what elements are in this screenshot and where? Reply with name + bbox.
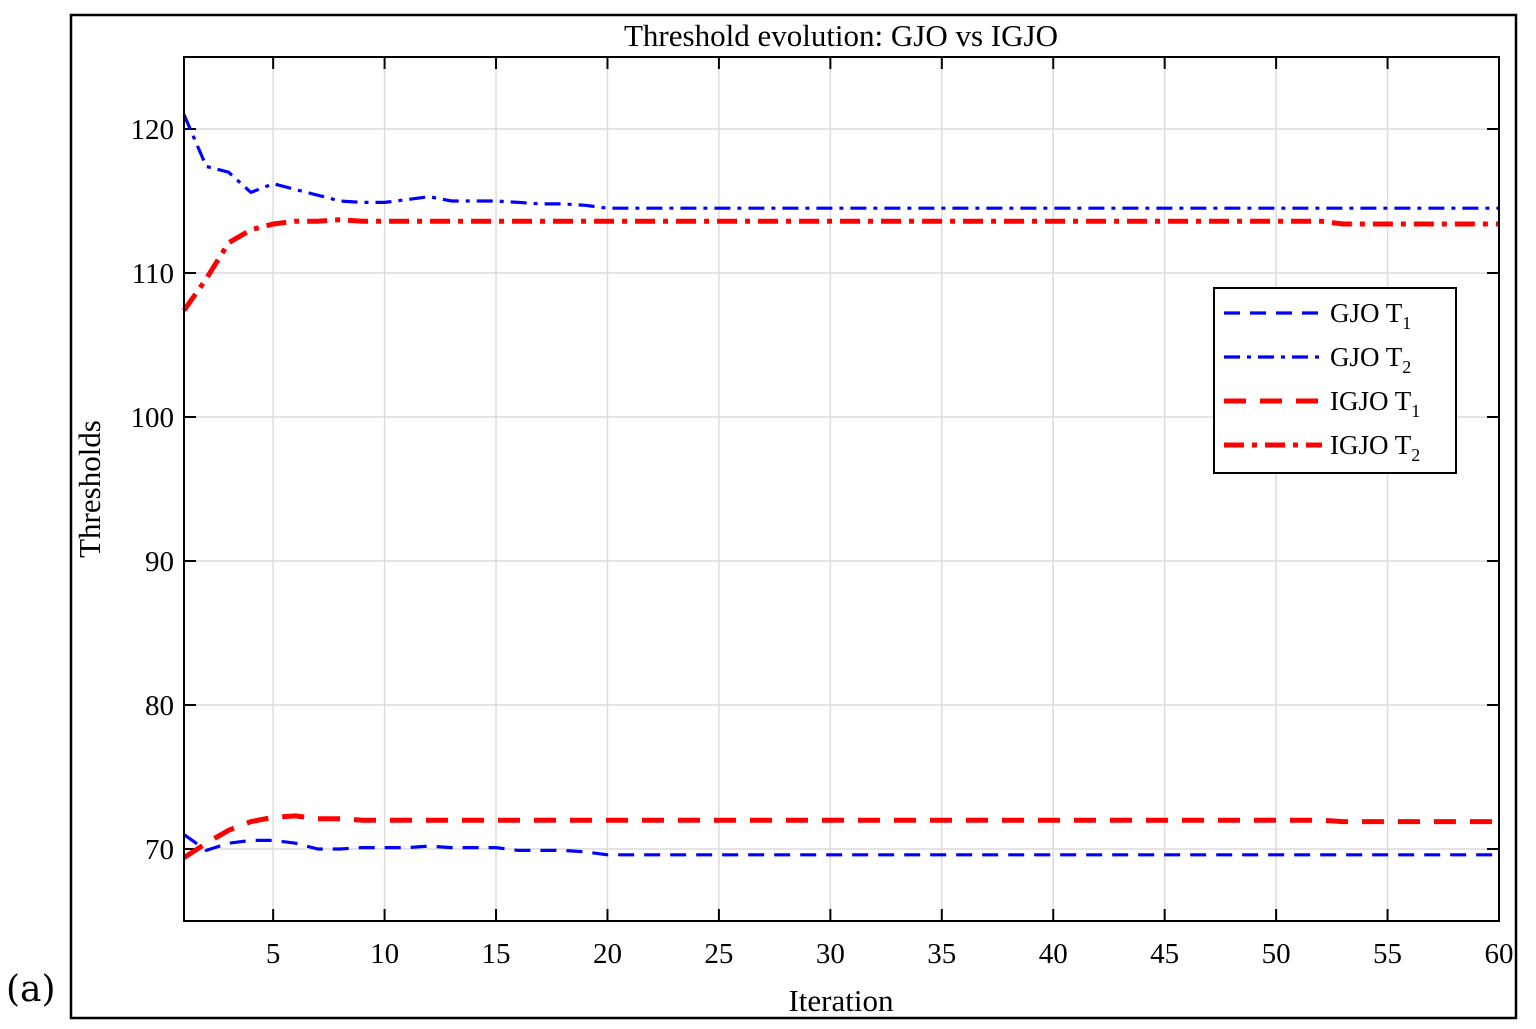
y-tick-label: 100	[131, 402, 175, 434]
legend-label-2: GJO T2	[1330, 342, 1411, 377]
x-tick-label: 45	[1150, 938, 1179, 970]
series-line-4	[181, 217, 1499, 312]
figure-border	[69, 13, 1518, 1020]
legend-label-1: GJO T1	[1330, 298, 1411, 333]
plot-area-frame	[183, 56, 1500, 922]
legend-label-3: IGJO T1	[1330, 386, 1420, 421]
x-tick-label: 60	[1485, 938, 1514, 970]
x-tick-label: 30	[816, 938, 845, 970]
x-tick-label: 10	[370, 938, 399, 970]
x-tick-label: 55	[1373, 938, 1402, 970]
series-line-3	[182, 813, 1499, 860]
panel-label: (a)	[6, 969, 56, 1010]
legend-box	[1213, 287, 1457, 474]
x-tick-label: 40	[1039, 938, 1068, 970]
y-tick-label: 120	[131, 114, 175, 146]
series-line-2	[182, 113, 1499, 210]
x-tick-label: 15	[482, 938, 511, 970]
y-tick-label: 110	[132, 258, 174, 290]
grid-lines	[184, 57, 1499, 921]
x-tick-label: 20	[593, 938, 622, 970]
chart-title: Threshold evolution: GJO vs IGJO	[624, 18, 1058, 53]
x-tick-label: 25	[704, 938, 733, 970]
y-tick-label: 90	[145, 546, 174, 578]
legend-label-4: IGJO T2	[1330, 430, 1420, 465]
axis-ticks: 5 10 15 20 25 30 35 40 45 50 55 60 70 80 90 100 110 120	[131, 57, 1514, 970]
x-tick-label: 5	[266, 938, 281, 970]
x-axis-label: Iteration	[788, 983, 894, 1018]
series-lines	[181, 113, 1499, 860]
y-tick-label: 80	[145, 690, 174, 722]
y-tick-label: 70	[145, 834, 174, 866]
legend: GJO T1 GJO T2 IGJO T1 IGJO T2	[1213, 287, 1457, 474]
y-axis-label: Thresholds	[72, 420, 107, 558]
x-tick-label: 50	[1262, 938, 1291, 970]
x-tick-label: 35	[927, 938, 956, 970]
series-line-1	[183, 833, 1499, 857]
